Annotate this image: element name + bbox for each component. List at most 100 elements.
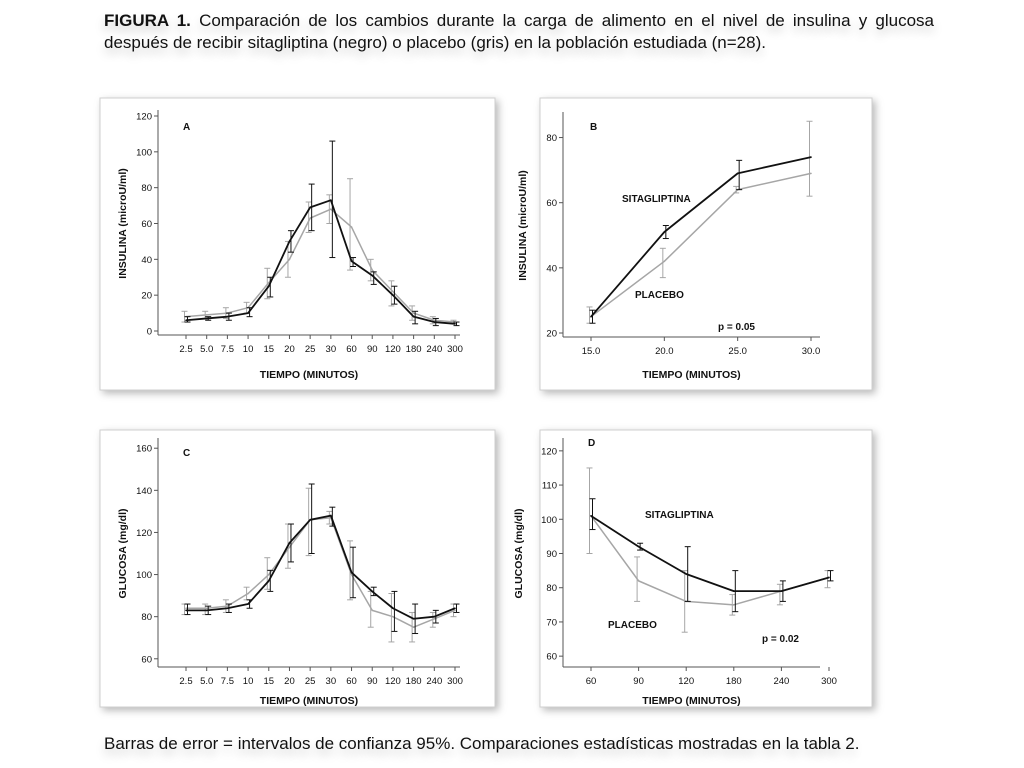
x-axis-label: TIEMPO (MINUTOS) — [642, 369, 740, 381]
y-tick-label: 100 — [136, 147, 152, 158]
data-point-sitagliptina — [288, 542, 291, 544]
x-tick-label: 90 — [367, 676, 378, 687]
data-point-sitagliptina — [392, 607, 394, 610]
y-tick-label: 60 — [141, 219, 152, 230]
data-point-placebo — [433, 617, 436, 620]
y-axis-label: GLUCOSA (mg/dl) — [513, 508, 525, 598]
data-point-sitagliptina — [309, 519, 311, 521]
data-point-sitagliptina — [810, 156, 812, 158]
data-point-sitagliptina — [371, 590, 374, 593]
chart-panel-a: 0 20 40 60 80 100 120 2.5 5.0 7.5 10 15 20 25 30 60 90 12… — [99, 97, 496, 391]
data-point-placebo — [185, 607, 187, 610]
x-tick-label: 2.5 — [179, 344, 192, 355]
data-point-sitagliptina — [185, 319, 187, 322]
data-point-placebo — [371, 609, 374, 612]
series-line-sitagliptina — [185, 199, 456, 325]
data-point-placebo — [412, 626, 415, 629]
y-tick-label: 120 — [136, 112, 152, 123]
y-tick-label: 140 — [136, 486, 152, 497]
y-tick-label: 90 — [546, 549, 557, 560]
data-point-placebo — [454, 609, 456, 612]
x-axis-label: TIEMPO (MINUTOS) — [260, 695, 358, 707]
caption-label: FIGURA 1. — [104, 11, 191, 30]
y-tick-label: 80 — [141, 183, 152, 194]
x-tick-label: 15.0 — [582, 346, 601, 357]
y-tick-label: 120 — [541, 446, 557, 457]
y-tick-label: 20 — [546, 329, 557, 340]
x-axis-label: TIEMPO (MINUTOS) — [642, 695, 740, 707]
p-value-annotation: p = 0.02 — [762, 634, 799, 645]
x-tick-label: 25 — [305, 676, 316, 687]
data-point-placebo — [267, 281, 270, 284]
x-tick-label: 7.5 — [221, 676, 234, 687]
data-point-sitagliptina — [350, 571, 353, 574]
chart-panel-d: 60 70 80 90 100 110 120 60 90 120 180 240 300 TIEMPO … — [513, 429, 873, 708]
data-point-sitagliptina — [590, 315, 592, 318]
y-tick-label: 80 — [546, 583, 557, 594]
x-axis-label: TIEMPO (MINUTOS) — [260, 369, 358, 381]
y-tick-label: 100 — [541, 515, 557, 526]
data-point-sitagliptina — [685, 573, 687, 575]
data-point-placebo — [205, 607, 208, 610]
y-tick-label: 60 — [141, 654, 152, 665]
x-tick-label: 20 — [284, 344, 295, 355]
x-tick-label: 90 — [367, 344, 378, 355]
data-point-sitagliptina — [288, 240, 291, 243]
chart-panel-b: 20 40 60 80 15.0 20.0 25.0 30.0 TIEMPO (MINUTOS)… — [517, 97, 873, 391]
panel-frame — [539, 429, 873, 708]
x-tick-label: 60 — [346, 676, 357, 687]
data-point-sitagliptina — [267, 580, 270, 582]
data-point-sitagliptina — [226, 315, 229, 318]
data-point-sitagliptina — [637, 545, 640, 548]
chart-panel-c: 60 80 100 120 140 160 2.5 5.0 7.5 10 15 20 25 30 60 90 1… — [99, 429, 496, 708]
x-tick-label: 30.0 — [802, 346, 821, 357]
x-tick-label: 15 — [263, 676, 274, 687]
x-tick-label: 240 — [426, 344, 442, 355]
data-point-placebo — [350, 573, 353, 576]
y-axis-label: INSULINA (microU/ml) — [517, 170, 529, 280]
data-point-sitagliptina — [392, 294, 394, 296]
y-tick-label: 160 — [136, 444, 152, 455]
panel-letter: D — [588, 438, 595, 449]
data-point-sitagliptina — [330, 199, 332, 202]
data-point-sitagliptina — [350, 260, 353, 262]
x-tick-label: 120 — [385, 344, 401, 355]
data-point-placebo — [663, 260, 666, 263]
x-tick-label: 240 — [773, 676, 789, 687]
x-tick-label: 20 — [284, 676, 295, 687]
data-point-sitagliptina — [828, 576, 830, 579]
data-point-placebo — [330, 208, 332, 210]
panel-letter: B — [590, 122, 597, 133]
x-tick-label: 25 — [305, 344, 316, 355]
x-tick-label: 7.5 — [221, 344, 234, 355]
data-point-sitagliptina — [267, 285, 270, 288]
data-point-placebo — [412, 312, 415, 314]
data-point-sitagliptina — [309, 206, 311, 209]
y-tick-label: 70 — [546, 617, 557, 628]
data-point-placebo — [247, 592, 249, 595]
panel-letter: A — [183, 122, 190, 133]
x-tick-label: 300 — [821, 676, 837, 687]
data-point-sitagliptina — [412, 617, 415, 620]
x-tick-label: 30 — [326, 676, 337, 687]
data-point-placebo — [350, 226, 353, 228]
panel-frame — [539, 97, 873, 391]
data-point-sitagliptina — [663, 231, 666, 233]
y-tick-label: 0 — [147, 327, 152, 338]
data-point-placebo — [733, 604, 735, 606]
series-line-sitagliptina — [186, 514, 456, 620]
data-point-sitagliptina — [780, 590, 783, 592]
series-line-placebo — [185, 208, 456, 323]
series-label-sitagliptina: SITAGLIPTINA — [622, 194, 691, 205]
data-point-sitagliptina — [247, 603, 249, 605]
x-tick-label: 5.0 — [200, 344, 213, 355]
caption-text: Comparación de los cambios durante la ca… — [104, 11, 934, 52]
x-tick-label: 180 — [726, 676, 742, 687]
data-point-sitagliptina — [433, 321, 436, 323]
data-point-sitagliptina — [247, 312, 249, 314]
data-point-placebo — [392, 615, 394, 618]
x-tick-label: 300 — [447, 676, 463, 687]
x-tick-label: 2.5 — [179, 676, 192, 687]
x-tick-label: 90 — [633, 676, 644, 687]
y-tick-label: 80 — [141, 612, 152, 623]
